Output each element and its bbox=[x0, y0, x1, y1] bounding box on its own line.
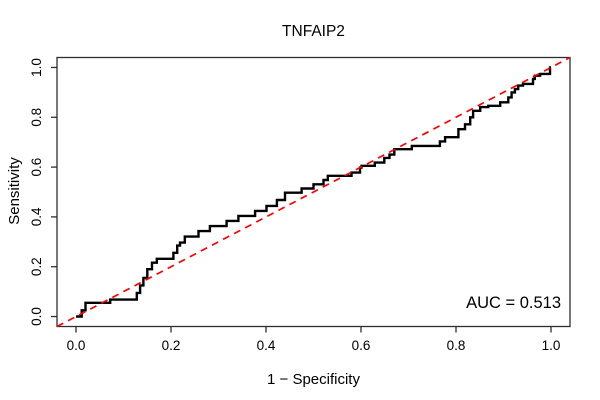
x-tick-label: 0.6 bbox=[352, 338, 371, 353]
plot-box bbox=[56, 56, 571, 328]
series-group bbox=[56, 56, 571, 328]
y-axis-ticks: 0.0 0.2 0.4 0.6 0.8 1.0 bbox=[29, 58, 57, 326]
x-tick-label: 0.2 bbox=[162, 338, 181, 353]
y-tick-label: 0.4 bbox=[29, 207, 44, 226]
x-tick-label: 0.0 bbox=[67, 338, 86, 353]
reference-diagonal-line bbox=[56, 56, 571, 328]
y-axis-label: Sensitivity bbox=[6, 157, 23, 225]
x-tick-label: 0.4 bbox=[257, 338, 276, 353]
x-tick-label: 1.0 bbox=[542, 338, 561, 353]
y-tick-label: 0.6 bbox=[29, 158, 44, 177]
x-tick-label: 0.8 bbox=[447, 338, 466, 353]
y-tick-label: 0.0 bbox=[29, 307, 44, 326]
x-axis-ticks: 0.0 0.2 0.4 0.6 0.8 1.0 bbox=[67, 326, 561, 353]
x-axis-label: 1 − Specificity bbox=[267, 371, 360, 388]
chart-title: TNFAIP2 bbox=[282, 23, 345, 40]
auc-annotation: AUC = 0.513 bbox=[466, 294, 561, 312]
roc-curve-line bbox=[76, 66, 552, 318]
y-tick-label: 0.8 bbox=[29, 108, 44, 127]
y-tick-label: 1.0 bbox=[29, 58, 44, 77]
y-tick-label: 0.2 bbox=[29, 257, 44, 276]
